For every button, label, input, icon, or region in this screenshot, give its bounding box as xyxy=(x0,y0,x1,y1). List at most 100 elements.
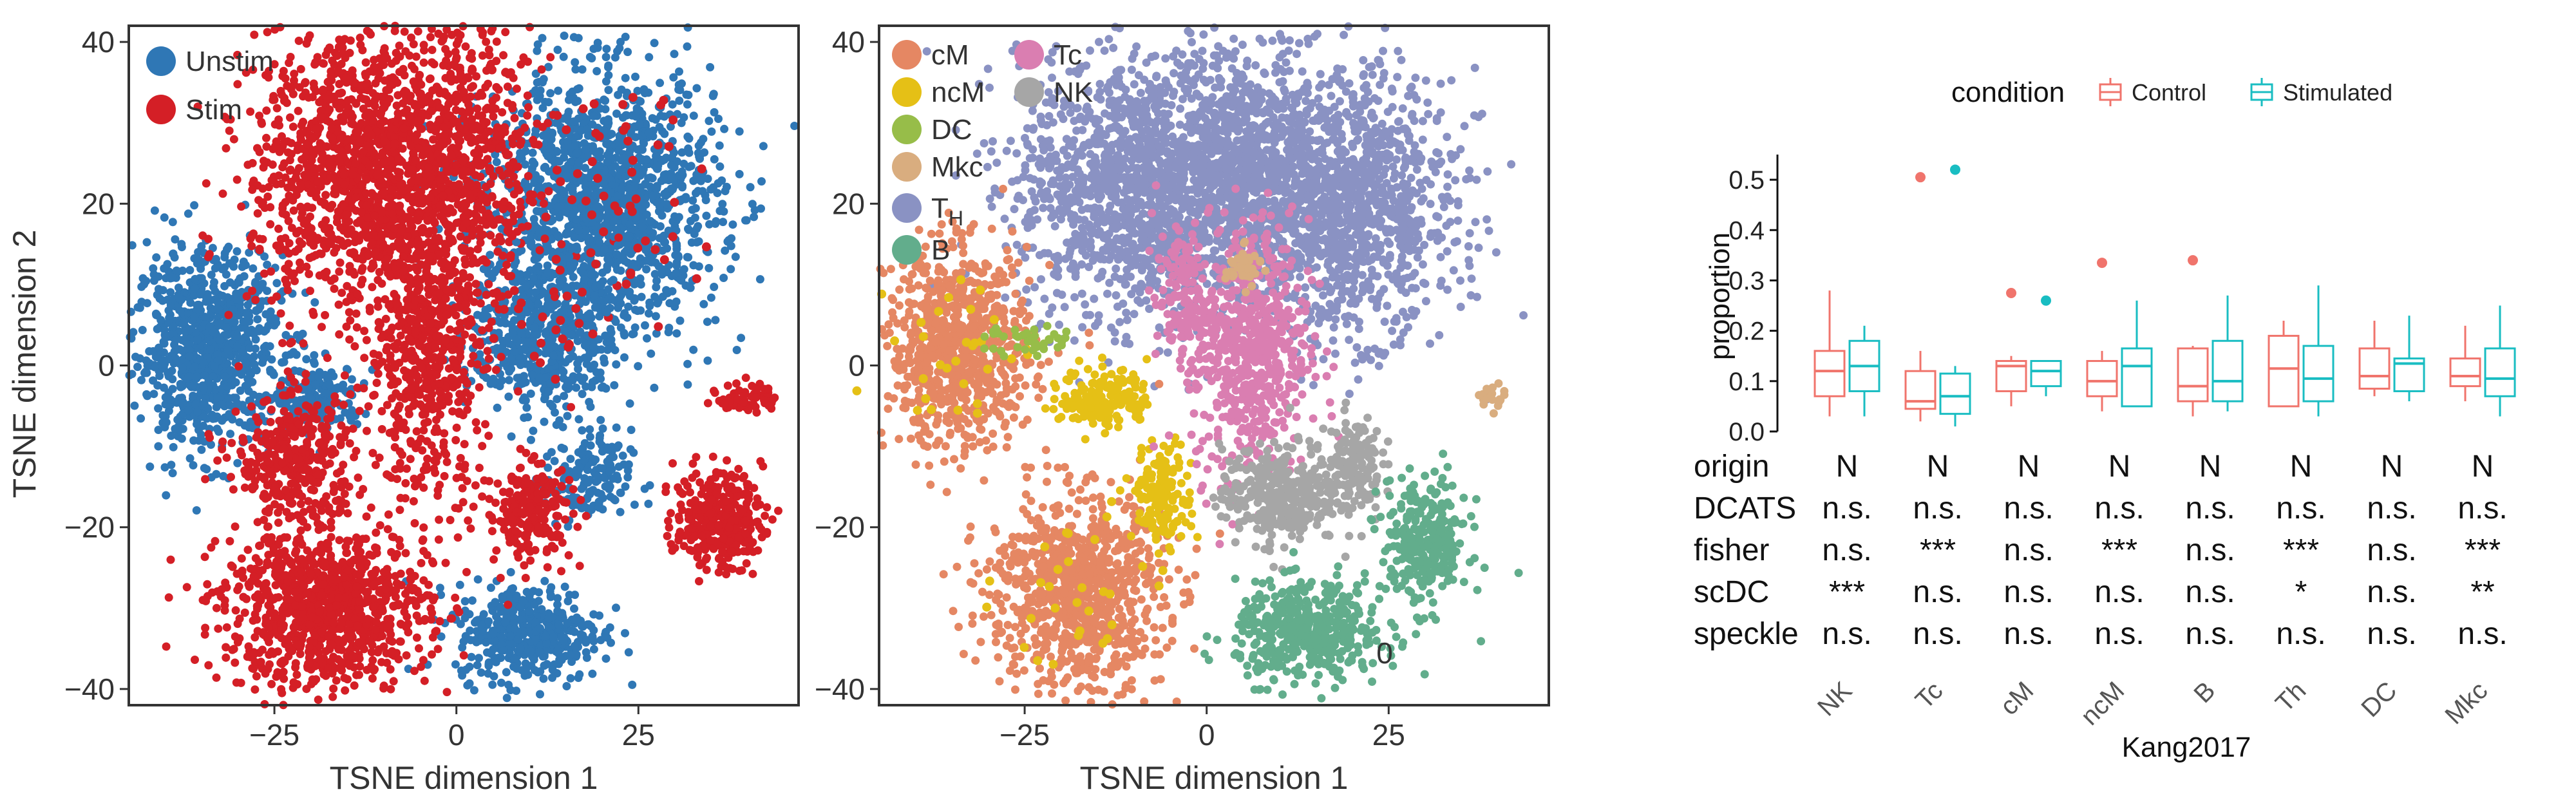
cluster-ncm-6 xyxy=(1115,433,1202,558)
cluster-mkc-15 xyxy=(1475,379,1509,418)
legend-item-dc: DC xyxy=(892,114,972,146)
cluster-cm-4 xyxy=(939,379,1224,709)
box-b-control xyxy=(2177,255,2209,417)
category-label-nk: NK xyxy=(1812,676,1858,722)
legend-item-cm: cM xyxy=(892,39,969,71)
legend-item-nk: NK xyxy=(1014,77,1093,108)
table-cell: n.s. xyxy=(1913,617,1962,651)
cluster-stim-13 xyxy=(703,374,779,417)
table-cell: *** xyxy=(2283,533,2319,567)
y-tick-label: 0 xyxy=(98,349,115,383)
legend-label: B xyxy=(931,234,950,266)
table-cell: n.s. xyxy=(2185,533,2235,567)
table-cell: n.s. xyxy=(2185,617,2235,651)
table-cell: n.s. xyxy=(1913,491,1962,526)
table-row-label-scdc: scDC xyxy=(1694,575,1769,609)
legend-item-stimulated: Stimulated xyxy=(2250,78,2392,106)
tsne-condition-x-axis-title: TSNE dimension 1 xyxy=(330,760,598,796)
legend-item-ncm: ncM xyxy=(892,77,985,108)
table-cell: N xyxy=(2108,450,2131,484)
y-tick-label: −40 xyxy=(64,672,115,706)
legend-swatch xyxy=(146,46,176,76)
table-cell: ** xyxy=(2470,575,2494,609)
y-tick-label: 0.3 xyxy=(1728,267,1765,295)
cluster-cm-3 xyxy=(852,184,1094,497)
legend-label: TH xyxy=(931,193,963,230)
cluster-stim-8 xyxy=(348,124,502,600)
table-cell: n.s. xyxy=(2458,617,2507,651)
category-label-dc: DC xyxy=(2356,676,2402,723)
legend-swatch xyxy=(892,40,922,70)
tsne-celltype-point-clouds xyxy=(852,22,1528,709)
cluster-nk-11 xyxy=(1305,398,1393,541)
box-nk-control xyxy=(1814,290,1846,417)
outlier-point xyxy=(1950,164,1960,175)
table-cell: N xyxy=(2018,450,2040,484)
category-label-b: B xyxy=(2188,676,2221,708)
outlier-point xyxy=(2006,288,2016,298)
legend-item-th: TH xyxy=(892,193,963,230)
table-cell: n.s. xyxy=(2458,491,2507,526)
category-label-th: Th xyxy=(2270,676,2311,717)
legend-item-stim: Stim xyxy=(146,94,242,126)
tsne-condition-legend: Unstim Stim xyxy=(146,46,274,126)
tsne-celltype-legend: cM ncM DC Mkc TH B Tc NK xyxy=(892,39,1093,266)
legend-item-mkc: Mkc xyxy=(892,151,983,183)
boxplot-y-axis-title: proportion xyxy=(1704,232,1736,360)
boxplot-legend-title: condition xyxy=(1951,77,2065,108)
cluster-tc-9 xyxy=(1144,181,1226,387)
y-tick-label: 0.5 xyxy=(1728,166,1765,194)
table-cell: n.s. xyxy=(2367,533,2416,567)
x-tick-label: 0 xyxy=(448,718,465,752)
x-tick-label: −25 xyxy=(249,718,299,752)
box-cm-control xyxy=(1995,288,2027,406)
cluster-ncm-5 xyxy=(1041,354,1152,444)
category-label-cm: cM xyxy=(1995,676,2040,721)
table-cell: n.s. xyxy=(1913,575,1962,609)
y-tick-label: 0.2 xyxy=(1728,317,1765,346)
tsne-condition-panel: −25 0 25 −40 −20 0 20 40 TSNE dimension 1 TSNE … xyxy=(6,21,800,796)
legend-swatch xyxy=(146,95,176,124)
tsne-celltype-x-axis-title: TSNE dimension 1 xyxy=(1080,760,1349,796)
cluster-th-2 xyxy=(1164,23,1309,335)
table-cell: N xyxy=(2381,450,2403,484)
cluster-unstim-1 xyxy=(254,348,377,457)
table-cell: n.s. xyxy=(2367,617,2416,651)
tsne-condition-point-clouds xyxy=(125,21,799,710)
table-cell: N xyxy=(1836,450,1859,484)
tsne-celltype-annotation: 0 xyxy=(1376,636,1393,670)
x-tick-label: −25 xyxy=(999,718,1050,752)
cluster-unstim-5 xyxy=(402,568,637,703)
table-cell: * xyxy=(2295,575,2307,609)
box-tc-control xyxy=(1904,172,1937,422)
box-tc-stimulated xyxy=(1939,164,1971,427)
table-cell: n.s. xyxy=(2367,575,2416,609)
box-th-control xyxy=(2268,321,2300,408)
y-tick-label: 0 xyxy=(848,349,865,383)
table-cell: n.s. xyxy=(2185,491,2235,526)
box-ncm-stimulated xyxy=(2121,300,2153,408)
tsne-celltype-panel: −25 0 25 −40 −20 0 20 40 TSNE dimension 1 0 cM n… xyxy=(815,22,1550,796)
legend-label: Mkc xyxy=(931,151,983,183)
table-row-label-dcats: DCATS xyxy=(1694,491,1796,526)
y-tick-label: 40 xyxy=(82,25,115,59)
outlier-point xyxy=(2041,295,2051,306)
table-cell: n.s. xyxy=(1822,491,1871,526)
legend-swatch xyxy=(892,77,922,107)
table-cell: n.s. xyxy=(2094,575,2144,609)
legend-label: Stimulated xyxy=(2283,79,2392,106)
box-ncm-control xyxy=(2086,258,2118,412)
table-cell: n.s. xyxy=(2185,575,2235,609)
outlier-point xyxy=(1915,172,1926,183)
table-row-label-speckle: speckle xyxy=(1694,617,1799,651)
boxplot-x-axis-title: Kang2017 xyxy=(2122,732,2251,763)
table-cell: n.s. xyxy=(2003,533,2053,567)
legend-label: ncM xyxy=(931,77,985,108)
legend-label: Stim xyxy=(185,94,242,126)
table-cell: n.s. xyxy=(2094,617,2144,651)
table-cell: n.s. xyxy=(1822,533,1871,567)
cluster-stim-9 xyxy=(204,367,404,557)
tsne-condition-y-axis-title: TSNE dimension 2 xyxy=(6,230,43,498)
legend-label: Unstim xyxy=(185,46,274,77)
legend-swatch xyxy=(892,193,922,223)
